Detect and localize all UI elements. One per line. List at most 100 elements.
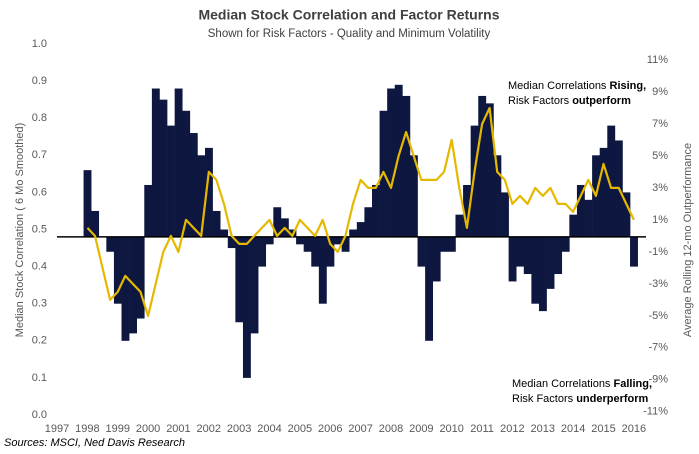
bar (546, 236, 555, 289)
bar (242, 236, 251, 378)
x-tick-label: 2011 (470, 423, 494, 435)
bar (326, 236, 335, 267)
bar (235, 236, 244, 323)
bar (174, 88, 183, 237)
bar (371, 184, 380, 237)
x-tick-label: 2014 (561, 423, 585, 435)
bar (341, 236, 350, 252)
bar (334, 236, 342, 245)
bar (151, 88, 160, 237)
bar (463, 184, 471, 237)
bar (205, 147, 213, 237)
bar (212, 210, 221, 237)
bar (394, 84, 403, 237)
bar (356, 222, 365, 237)
y-axis-label: Median Stock Correlation ( 6 Mo Smoothed… (14, 123, 26, 338)
y2-axis-label: Average Rolling 12-mo Outperformance (682, 143, 694, 337)
y2-tick-label: -3% (648, 278, 668, 290)
x-tick-label: 2006 (318, 423, 342, 435)
bar (189, 133, 198, 237)
annotation: Risk Factors underperform (512, 393, 649, 405)
bar (159, 99, 168, 237)
y-tick-label: 1.0 (32, 38, 47, 50)
annotation-part: Median Correlations (508, 80, 610, 92)
x-tick-label: 2016 (622, 423, 646, 435)
x-tick-label: 2015 (591, 423, 615, 435)
bar (447, 236, 456, 252)
y-tick-label: 0.6 (32, 186, 47, 198)
y2-tick-label: 1% (652, 214, 668, 226)
y-tick-label: 0.5 (32, 223, 47, 235)
annotation: Median Correlations Rising, (508, 80, 646, 92)
bar (197, 155, 206, 237)
y2-tick-label: 9% (652, 86, 668, 98)
bar (296, 236, 304, 245)
bar (493, 155, 502, 237)
line (86, 106, 635, 317)
bar (318, 236, 327, 304)
x-tick-label: 2001 (166, 423, 190, 435)
bar (258, 236, 267, 267)
bar (220, 229, 229, 237)
bar (113, 236, 122, 304)
bar (485, 103, 494, 237)
y2-tick-label: 7% (652, 118, 668, 130)
annotation-part: underperform (576, 393, 648, 405)
annotation-part: outperform (572, 95, 631, 107)
source: Sources: MSCI, Ned Davis Research (4, 437, 185, 449)
annotation-part: Risk Factors (512, 393, 576, 405)
x-tick-label: 2012 (500, 423, 524, 435)
bar (455, 214, 464, 237)
x-tick-label: 2007 (348, 423, 372, 435)
bar (91, 210, 100, 237)
y2-tick-label: -7% (648, 342, 668, 354)
bar (508, 236, 517, 282)
bar (425, 236, 434, 341)
y2-tick-label: 11% (647, 54, 668, 66)
bar (387, 88, 396, 237)
bar (576, 184, 585, 237)
bar (607, 125, 616, 237)
y-tick-label: 0.7 (32, 149, 47, 161)
x-tick-label: 1999 (105, 423, 129, 435)
bar (182, 110, 191, 237)
y-tick-label: 0.0 (32, 409, 47, 421)
bar (630, 236, 638, 267)
x-tick-label: 1998 (75, 423, 99, 435)
y-tick-label: 0.9 (32, 75, 47, 87)
y-tick-label: 0.2 (32, 335, 47, 347)
x-tick-label: 2000 (136, 423, 160, 435)
annotation-part: Risk Factors (508, 95, 572, 107)
bar (554, 236, 563, 275)
chart-subtitle: Shown for Risk Factors - Quality and Min… (208, 28, 491, 40)
bar (516, 236, 525, 267)
y2-tick-label: -1% (648, 246, 668, 258)
annotation-part: Falling, (614, 378, 653, 390)
bar (121, 236, 130, 341)
y-tick-label: 0.3 (32, 298, 47, 310)
bar (440, 236, 449, 252)
bar (303, 236, 312, 252)
bar (144, 184, 153, 237)
x-tick-label: 2009 (409, 423, 433, 435)
x-tick-label: 1997 (45, 423, 69, 435)
bar (569, 214, 578, 237)
bar (106, 236, 115, 252)
y2-tick-label: -5% (648, 310, 668, 322)
x-tick-label: 2004 (257, 423, 281, 435)
bar (432, 236, 441, 282)
bar (273, 207, 282, 237)
chart-title: Median Stock Correlation and Factor Retu… (198, 7, 499, 23)
bar (83, 170, 92, 237)
bar (538, 236, 547, 312)
bar (250, 236, 259, 334)
annotation: Median Correlations Falling, (512, 378, 652, 390)
y-tick-label: 0.4 (32, 261, 47, 273)
bar (470, 125, 479, 237)
bar (561, 236, 570, 252)
bar (402, 95, 411, 237)
y2-tick-label: -9% (648, 374, 668, 386)
x-tick-label: 2013 (531, 423, 555, 435)
annotation-part: Median Correlations (512, 378, 614, 390)
